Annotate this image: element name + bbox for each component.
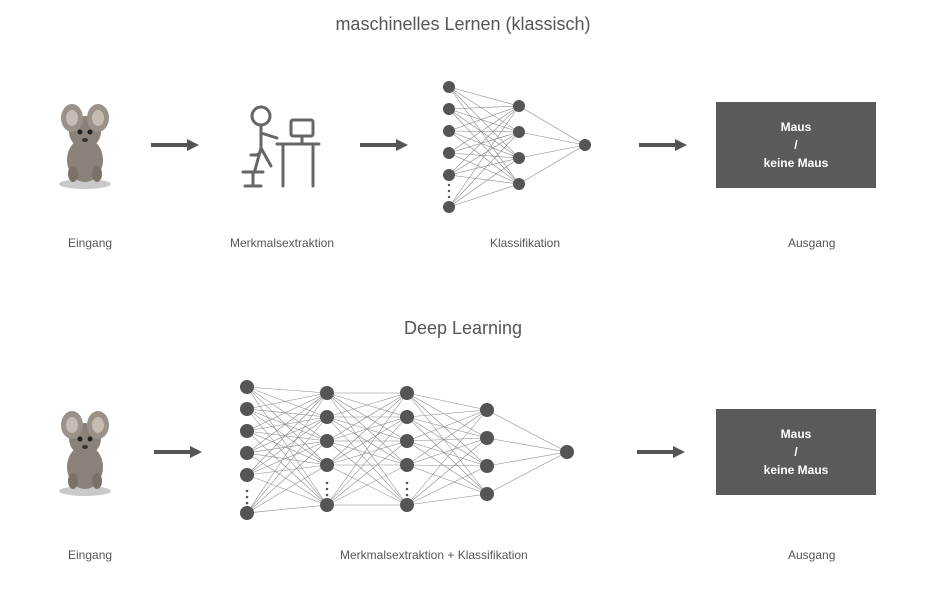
title-classical: maschinelles Lernen (klassisch) bbox=[0, 14, 926, 35]
network-small-icon bbox=[437, 75, 607, 215]
title-deep: Deep Learning bbox=[0, 318, 926, 339]
stage-feature-extraction bbox=[229, 100, 329, 190]
stage-deep-network bbox=[233, 367, 603, 537]
stage-input-classical bbox=[50, 100, 120, 190]
arrow-icon bbox=[149, 135, 199, 155]
stage-input-deep bbox=[50, 407, 120, 497]
stage-output-deep: Maus / keine Maus bbox=[716, 409, 876, 495]
mouse-icon bbox=[50, 100, 120, 190]
arrow-icon bbox=[152, 442, 202, 462]
label-feature-classification: Merkmalsextraktion + Klassifikation bbox=[340, 548, 528, 562]
output-line1: Maus bbox=[781, 118, 812, 136]
arrow-icon bbox=[637, 135, 687, 155]
output-separator: / bbox=[794, 443, 797, 461]
label-classification: Klassifikation bbox=[490, 236, 560, 250]
label-output: Ausgang bbox=[788, 236, 835, 250]
output-line2: keine Maus bbox=[764, 461, 829, 479]
network-deep-icon bbox=[233, 367, 603, 537]
output-line2: keine Maus bbox=[764, 154, 829, 172]
output-separator: / bbox=[794, 136, 797, 154]
label-input: Eingang bbox=[68, 548, 112, 562]
output-box: Maus / keine Maus bbox=[716, 409, 876, 495]
label-input: Eingang bbox=[68, 236, 112, 250]
mouse-icon bbox=[50, 407, 120, 497]
stage-classification-network bbox=[437, 75, 607, 215]
output-box: Maus / keine Maus bbox=[716, 102, 876, 188]
label-feature-extraction: Merkmalsextraktion bbox=[230, 236, 334, 250]
stage-output-classical: Maus / keine Maus bbox=[716, 102, 876, 188]
arrow-icon bbox=[358, 135, 408, 155]
person-desk-icon bbox=[229, 100, 329, 190]
arrow-icon bbox=[635, 442, 685, 462]
label-output: Ausgang bbox=[788, 548, 835, 562]
output-line1: Maus bbox=[781, 425, 812, 443]
